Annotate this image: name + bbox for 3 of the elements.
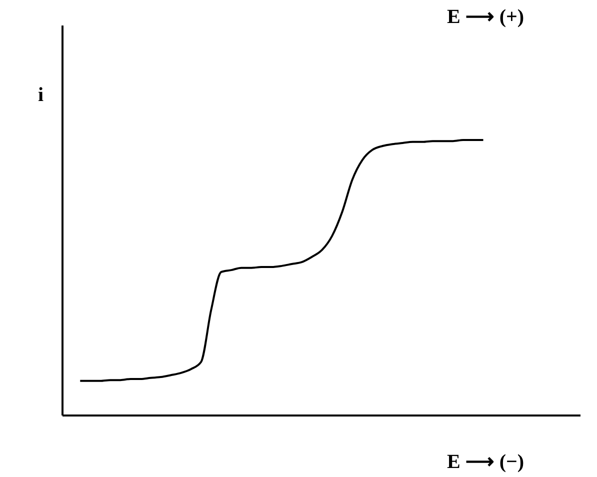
y-axis-title: i (38, 84, 44, 106)
x-axis-title: E ⟶ (−) (447, 451, 524, 473)
text: E ⟶ (+) (447, 6, 524, 28)
